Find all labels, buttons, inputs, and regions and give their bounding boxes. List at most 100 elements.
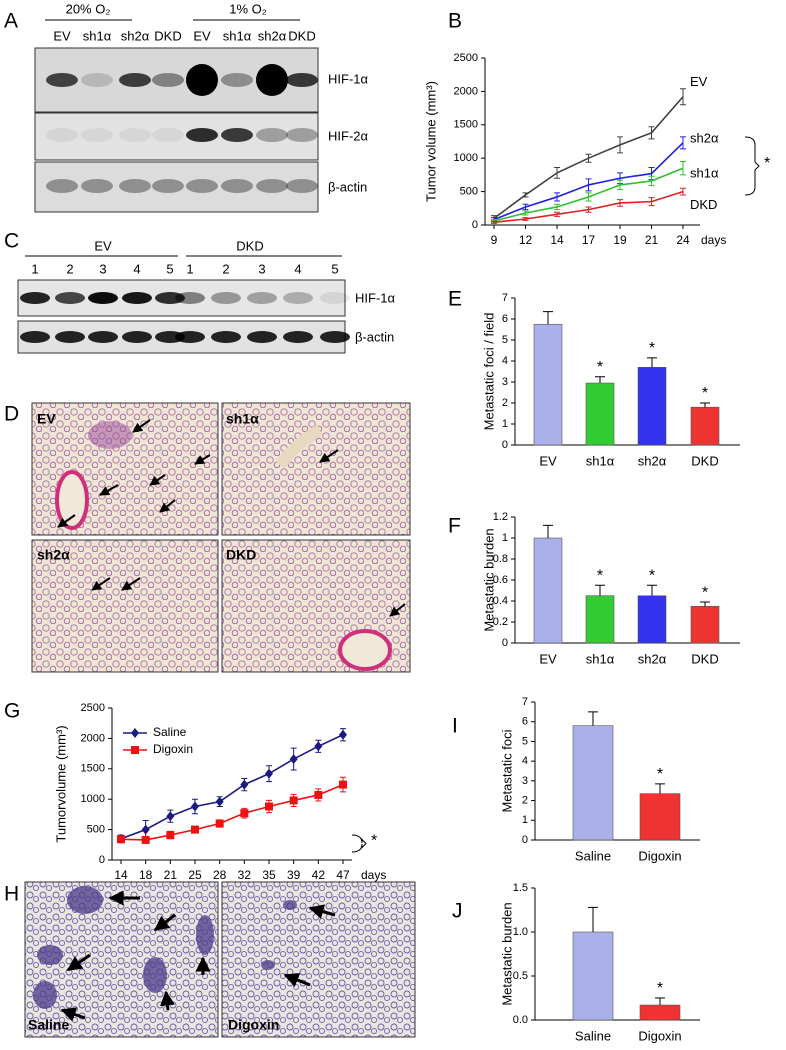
x-tick-label: 21: [645, 233, 659, 247]
series-label: sh1α: [690, 166, 719, 181]
panel-label: J: [452, 900, 463, 923]
row-label: β-actin: [328, 179, 367, 194]
bracket: [351, 834, 367, 853]
x-tick-label: DKD: [691, 651, 718, 666]
x-tick-label: 14: [550, 233, 564, 247]
band: [320, 292, 350, 304]
panel-caption: Saline: [28, 1017, 69, 1033]
micrograph: [221, 402, 411, 536]
y-axis-label: Tumorvolume (mm³): [53, 725, 68, 842]
marker: [314, 790, 323, 799]
y-tick-label: 3: [502, 376, 508, 388]
y-tick-label: 7: [502, 292, 508, 304]
bar: [637, 366, 667, 446]
x-tick-label: 14: [114, 868, 128, 882]
focus: [67, 886, 103, 914]
arrow: [283, 973, 311, 987]
band: [119, 179, 151, 193]
band: [55, 292, 85, 304]
focus: [261, 960, 275, 970]
band: [175, 292, 205, 304]
band: [20, 331, 50, 343]
x-tick-label: Digoxin: [638, 848, 681, 863]
arrow: [132, 419, 151, 433]
arrow: [121, 577, 141, 591]
arrow: [160, 990, 175, 1011]
y-axis-label: Metastatic burden: [499, 902, 514, 1005]
y-tick-label: 0: [522, 834, 528, 846]
panel-label: E: [448, 288, 462, 311]
x-tick-label: EV: [539, 453, 557, 468]
marker: [191, 801, 199, 812]
lane-label: sh1α: [83, 28, 112, 43]
bar: [639, 1004, 681, 1021]
histology-d: [31, 402, 411, 673]
annotation: *: [371, 833, 377, 850]
error-bar: [588, 711, 598, 726]
legend-label: Digoxin: [153, 742, 193, 756]
bar: [572, 931, 614, 1021]
x-tick-label: 21: [164, 868, 178, 882]
series-line: [493, 96, 684, 219]
band: [256, 179, 288, 193]
significance: *: [649, 567, 655, 584]
y-tick-label: 1: [522, 814, 528, 826]
marker: [265, 768, 273, 779]
arrow: [308, 904, 336, 919]
arrow: [389, 603, 406, 617]
arrow: [57, 514, 76, 528]
row-label: HIF-1α: [328, 71, 369, 86]
marker: [166, 831, 175, 840]
vessel: [55, 470, 89, 530]
band: [20, 292, 50, 304]
lane-label: 2: [222, 261, 229, 276]
series-line: [493, 167, 684, 222]
band: [88, 331, 118, 343]
blot-a: [34, 47, 319, 213]
condition-label: 1% O₂: [229, 1, 267, 16]
y-tick-label: 0.8: [493, 553, 508, 565]
x-tick-label: 28: [213, 868, 227, 882]
lane-label: DKD: [154, 28, 181, 43]
band: [46, 128, 78, 142]
y-tick-label: 1.2: [493, 511, 508, 523]
panel-label: G: [4, 700, 20, 723]
histology-h: [24, 881, 416, 1038]
band: [221, 179, 253, 193]
arrow: [66, 953, 91, 972]
marker: [240, 779, 249, 790]
legend-marker: [131, 746, 139, 754]
panel-caption: EV: [37, 411, 56, 427]
series-label: DKD: [690, 197, 717, 212]
y-tick-label: 1: [502, 532, 508, 544]
x-tick-label: DKD: [691, 453, 718, 468]
panel-label: A: [4, 10, 18, 33]
band: [256, 64, 288, 96]
x-tick-label: 47: [336, 868, 350, 882]
bar: [690, 605, 720, 644]
y-tick-label: 0: [99, 854, 105, 866]
y-tick-label: 2000: [81, 732, 105, 744]
x-tick-label: 35: [262, 868, 276, 882]
y-tick-label: 2: [502, 397, 508, 409]
arrow: [149, 474, 166, 486]
band: [81, 128, 113, 142]
group-label: EV: [94, 238, 112, 253]
y-tick-label: 1500: [454, 119, 478, 131]
y-tick-label: 500: [87, 824, 105, 836]
series-line: [120, 783, 344, 841]
row-label: HIF-1α: [355, 290, 396, 305]
arrows: [57, 419, 406, 617]
x-tick-label: 24: [676, 233, 690, 247]
y-tick-label: 2: [522, 794, 528, 806]
y-tick-label: 1000: [81, 793, 105, 805]
x-tick-label: sh1α: [586, 453, 615, 468]
arrow: [99, 484, 119, 496]
x-tick-label: Saline: [575, 848, 611, 863]
bar: [533, 537, 563, 644]
lane-label: DKD: [288, 28, 315, 43]
foci: [33, 886, 297, 1009]
focus: [33, 981, 57, 1009]
band: [88, 292, 118, 304]
bar: [572, 725, 614, 841]
